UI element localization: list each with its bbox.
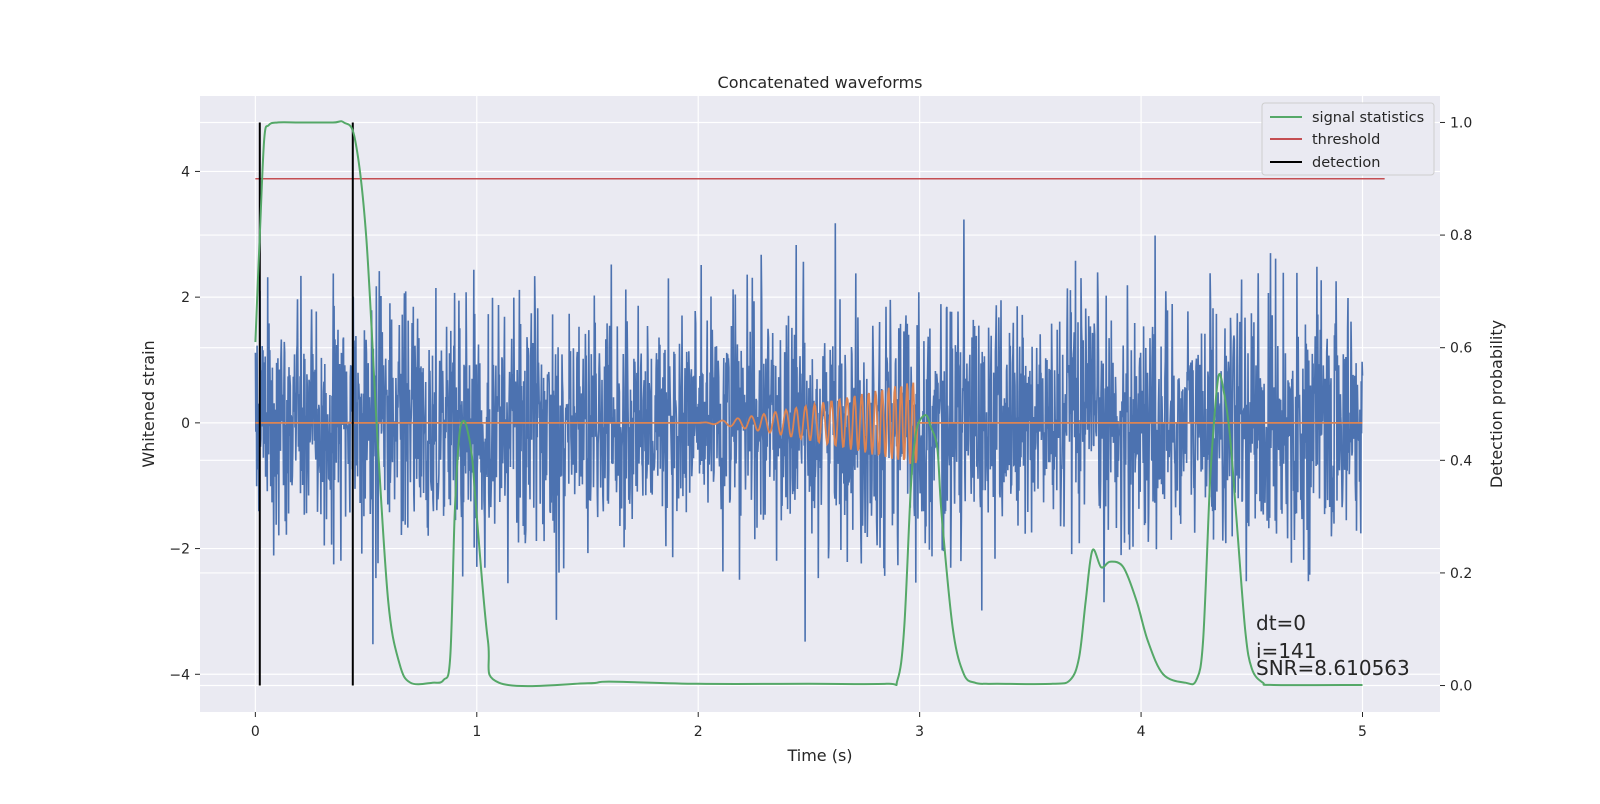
annotation-snr: SNR=8.610563 <box>1256 656 1410 680</box>
x-tick-label: 3 <box>915 724 924 740</box>
chart-title: Concatenated waveforms <box>718 73 923 92</box>
signal-statistics-series <box>254 120 1363 688</box>
strain-noise-line <box>254 219 1364 645</box>
x-tick-label: 4 <box>1137 724 1146 740</box>
x-tick-label: 0 <box>251 724 260 740</box>
injected-waveform-series <box>255 382 1363 464</box>
legend-label-detection: detection <box>1312 155 1380 171</box>
annotation-index: i=141 <box>1256 639 1317 663</box>
right-y-tick-label: 0.8 <box>1450 228 1472 244</box>
x-axis-ticks: 0 1 2 3 4 5 <box>251 712 1367 740</box>
strain-noise-series <box>254 219 1364 645</box>
signal-statistics-line <box>254 120 1363 688</box>
right-y-axis-label: Detection probability <box>1487 320 1506 488</box>
right-y-tick-label: 0.6 <box>1450 341 1472 357</box>
left-y-tick-label: 4 <box>181 164 190 180</box>
legend-label-signal-statistics: signal statistics <box>1312 110 1424 126</box>
left-y-tick-label: 2 <box>181 290 190 306</box>
legend-label-threshold: threshold <box>1312 132 1380 148</box>
legend: signal statistics threshold detection <box>1261 102 1435 176</box>
left-y-tick-label: 0 <box>181 416 190 432</box>
right-y-tick-label: 0.0 <box>1450 679 1472 695</box>
annotation-dt: dt=0 <box>1256 611 1306 635</box>
left-y-axis-label: Whitened strain <box>139 340 158 467</box>
left-y-tick-label: −2 <box>169 542 190 558</box>
left-y-tick-label: −4 <box>169 667 190 683</box>
right-y-axis-ticks: 1.0 0.8 0.6 0.4 0.2 0.0 <box>1440 115 1472 695</box>
right-y-tick-label: 0.2 <box>1450 566 1472 582</box>
injected-waveform-line <box>255 382 1363 464</box>
left-y-axis-ticks: 4 2 0 −2 −4 <box>169 164 200 683</box>
x-tick-label: 1 <box>472 724 481 740</box>
right-y-tick-label: 0.4 <box>1450 453 1472 469</box>
x-axis-label: Time (s) <box>786 746 852 765</box>
legend-box <box>1261 102 1435 176</box>
x-tick-label: 5 <box>1358 724 1367 740</box>
x-tick-label: 2 <box>694 724 703 740</box>
right-y-tick-label: 1.0 <box>1450 115 1472 131</box>
